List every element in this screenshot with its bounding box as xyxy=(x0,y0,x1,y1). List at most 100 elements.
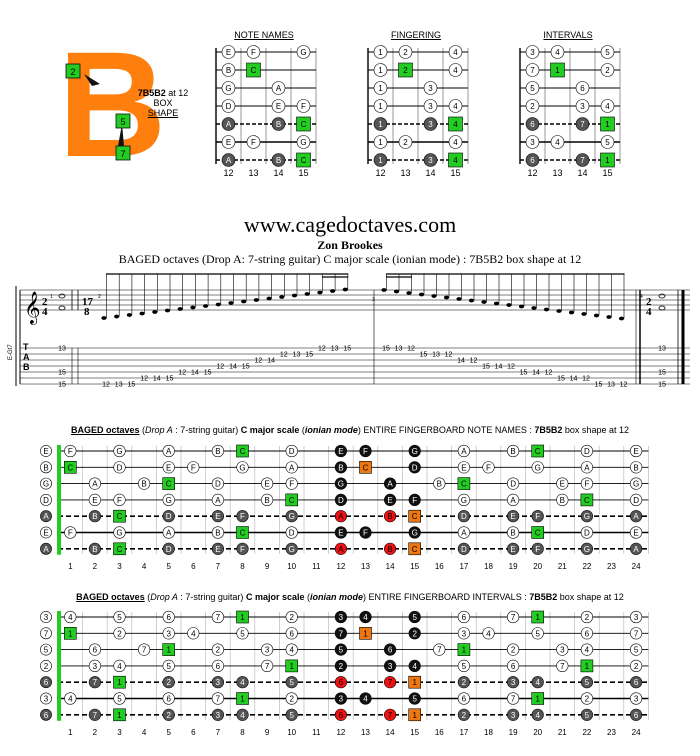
note-dot xyxy=(334,676,348,689)
open-string-label: 2 xyxy=(44,662,49,671)
open-string-label: E xyxy=(43,447,48,456)
shape-line3: SHAPE xyxy=(147,108,179,118)
note-label: 2 xyxy=(585,695,590,704)
mini-cell-label: C xyxy=(301,120,307,129)
note-label: B xyxy=(92,512,97,521)
mini-dot xyxy=(246,45,261,59)
note-dot xyxy=(162,444,175,458)
mini-cell-label: F xyxy=(301,102,306,111)
notehead xyxy=(177,307,183,311)
shape-line2: BOX xyxy=(153,98,173,108)
fret-number: 20 xyxy=(533,562,542,571)
mini-cell-label: D xyxy=(226,102,232,111)
mini-cell-label: E xyxy=(276,102,281,111)
fret-number: 18 xyxy=(484,562,493,571)
mini-cell-label: 1 xyxy=(378,156,383,165)
tab-fret-num: 15 xyxy=(343,346,351,353)
note-label: 5 xyxy=(289,711,294,720)
note-label: 2 xyxy=(462,711,467,720)
mini-dot xyxy=(398,135,413,149)
note-dot xyxy=(64,692,77,705)
note-label: C xyxy=(412,545,418,554)
mini-dot xyxy=(525,63,540,77)
note-dot xyxy=(629,526,643,539)
note-label: 2 xyxy=(585,613,590,622)
note-dot xyxy=(531,627,544,640)
mini-cell-label: 2 xyxy=(403,66,408,75)
note-label: 3 xyxy=(511,678,516,687)
note-dot xyxy=(482,627,495,640)
note-label: 2 xyxy=(166,711,171,720)
note-dot xyxy=(334,444,348,458)
root-box xyxy=(531,526,545,539)
note-label: 1 xyxy=(585,662,590,671)
note-dot xyxy=(285,461,298,474)
notehead xyxy=(253,298,259,302)
tab-fret-num: 15 xyxy=(204,370,212,377)
note-dot xyxy=(211,444,224,458)
notehead xyxy=(443,295,450,300)
note-dot xyxy=(629,692,643,705)
fret-number: 18 xyxy=(484,728,493,737)
note-label: A xyxy=(215,496,221,505)
note-label: 5 xyxy=(412,695,417,704)
mini-cell-label: 6 xyxy=(530,156,535,165)
fret-number: 4 xyxy=(142,728,147,737)
note-label: 7 xyxy=(265,662,270,671)
open-string-dot xyxy=(40,477,52,490)
note-label: 2 xyxy=(117,629,122,638)
note-label: C xyxy=(584,496,590,505)
shape-logo: B 2 5 7 xyxy=(62,28,166,168)
note-dot xyxy=(384,643,397,656)
mini-diagram-note-names: NOTE NAMES E F G B C G A D E F A B C E F G A B C 12 13 14 15 xyxy=(204,30,324,180)
note-dot xyxy=(236,708,249,721)
root-box xyxy=(162,643,175,656)
note-label: G xyxy=(289,545,295,554)
note-dot xyxy=(457,526,471,539)
note-label: 1 xyxy=(240,695,245,704)
open-string-dot xyxy=(40,643,52,656)
fret-number: 14 xyxy=(386,728,395,737)
note-dot xyxy=(236,627,249,640)
mini-cell-label: 7 xyxy=(580,120,585,129)
root-box xyxy=(457,643,471,656)
note-dot xyxy=(88,676,102,689)
mini-cell-label: F xyxy=(251,48,256,57)
note-label: 6 xyxy=(462,613,467,622)
tab-fret-num: 14 xyxy=(570,376,578,383)
note-label: F xyxy=(68,447,73,456)
note-dot xyxy=(285,676,298,689)
fret-number: 19 xyxy=(509,562,518,571)
note-dot xyxy=(457,627,471,640)
note-label: G xyxy=(535,463,541,472)
note-label: F xyxy=(289,480,294,489)
mini-root-box xyxy=(398,62,413,78)
mini-dot xyxy=(271,153,286,167)
fret-number: 7 xyxy=(216,562,221,571)
note-dot xyxy=(580,676,594,689)
note-label: B xyxy=(510,529,515,538)
mini-cell-label: 1 xyxy=(605,120,610,129)
mini-dot xyxy=(373,99,388,113)
tab-fret-num: 12 xyxy=(470,358,478,365)
note-label: C xyxy=(412,512,418,521)
mini-dot xyxy=(221,153,236,167)
note-dot xyxy=(211,510,224,523)
note-label: 4 xyxy=(585,646,590,655)
note-dot xyxy=(64,610,77,624)
fret-number: 23 xyxy=(607,728,616,737)
fret-number: 23 xyxy=(607,562,616,571)
mini-fret-num: 14 xyxy=(577,168,587,178)
note-dot xyxy=(580,610,594,624)
notehead xyxy=(456,297,462,301)
fret-number: 8 xyxy=(240,562,245,571)
note-dot xyxy=(507,542,520,555)
root-box xyxy=(285,493,298,507)
note-label: G xyxy=(584,545,590,554)
note-label: G xyxy=(239,463,245,472)
board1-title-shape: 7B5B2 xyxy=(534,425,563,435)
notehead xyxy=(618,316,625,321)
fret-number: 20 xyxy=(533,728,542,737)
note-dot xyxy=(629,510,643,523)
note-label: C xyxy=(363,463,369,472)
